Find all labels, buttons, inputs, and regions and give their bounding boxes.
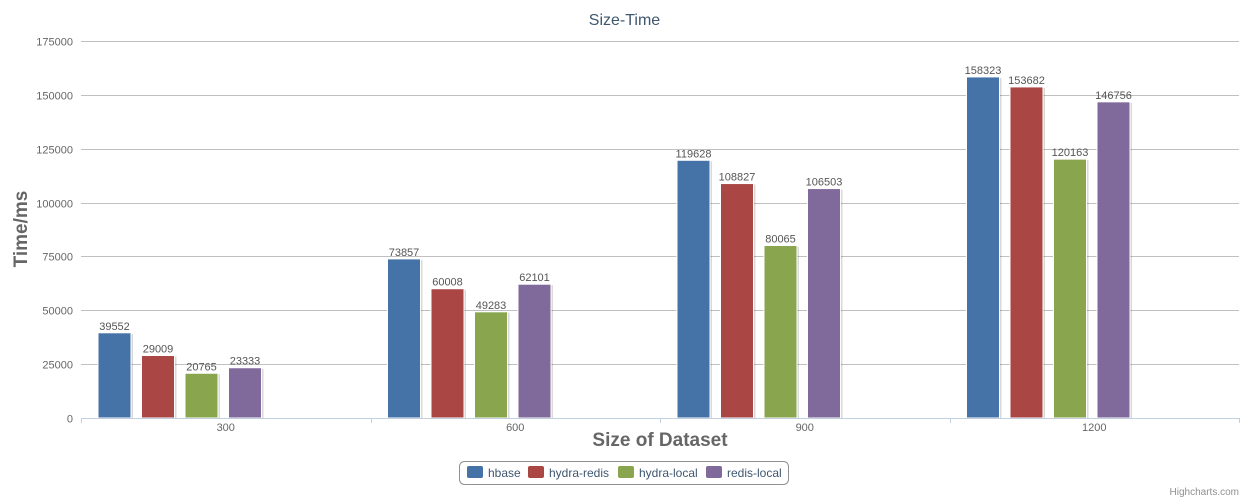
x-tick-label: 900 (796, 422, 814, 434)
bar-hbase-600 (387, 258, 421, 419)
y-tick-label: 100000 (36, 199, 73, 211)
bar-hydra-redis-300 (141, 355, 175, 419)
data-label: 39552 (99, 321, 130, 333)
y-tick-label: 125000 (36, 145, 73, 157)
legend-swatch (618, 466, 634, 478)
credits: Highcharts.com (1170, 487, 1239, 498)
bar-hbase-1200 (966, 76, 1000, 419)
y-tick-label: 25000 (42, 360, 73, 372)
legend-swatch (528, 466, 544, 478)
bar-redis-local-900 (807, 188, 841, 419)
legend-label: redis-local (727, 466, 782, 480)
legend-label: hydra-redis (549, 466, 609, 480)
bar-hydra-local-900 (763, 245, 798, 419)
legend: hbase hydra-redis hydra-local redis-local (459, 461, 789, 485)
data-label: 20765 (186, 361, 217, 373)
data-labels: 39552 73857 119628 158323 29009 60008 108827 15… (99, 65, 1132, 373)
data-label: 106503 (806, 177, 843, 189)
x-axis: 300 600 900 1200 (81, 418, 1240, 434)
data-label: 29009 (143, 344, 174, 356)
y-axis-title: Time/ms (11, 191, 32, 268)
legend-label: hydra-local (639, 466, 698, 480)
bars (97, 76, 1132, 419)
chart-title: Size-Time (589, 12, 661, 29)
legend-item-hydra-redis[interactable]: hydra-redis (528, 466, 609, 480)
bar-hydra-redis-600 (430, 288, 465, 419)
data-label: 23333 (230, 356, 261, 368)
data-label: 158323 (965, 65, 1002, 77)
y-tick-label: 75000 (42, 252, 73, 264)
bar-hydra-local-600 (474, 311, 508, 419)
y-axis-ticks: 0 25000 50000 75000 100000 125000 150000 175000 (36, 37, 73, 426)
bar-hydra-redis-1200 (1009, 86, 1044, 419)
data-label: 49283 (476, 300, 507, 312)
legend-swatch (467, 466, 483, 478)
data-label: 60008 (432, 277, 463, 289)
x-tick-label: 600 (506, 422, 524, 434)
bar-hydra-redis-900 (720, 183, 754, 419)
data-label: 120163 (1052, 147, 1089, 159)
bar-hydra-local-300 (184, 372, 219, 419)
data-label: 146756 (1095, 90, 1132, 102)
y-tick-label: 175000 (36, 37, 73, 49)
legend-item-hbase[interactable]: hbase (467, 466, 521, 480)
data-label: 119628 (676, 148, 712, 160)
x-tick-label: 300 (217, 422, 235, 434)
data-label: 153682 (1008, 75, 1045, 87)
legend-item-hydra-local[interactable]: hydra-local (618, 466, 698, 480)
legend-item-redis-local[interactable]: redis-local (706, 466, 782, 480)
y-tick-label: 50000 (42, 306, 73, 318)
legend-swatch (706, 466, 722, 478)
grid-lines (81, 41, 1239, 365)
bar-redis-local-300 (228, 367, 262, 419)
x-tick-label: 1200 (1082, 422, 1106, 434)
bar-hydra-local-1200 (1053, 158, 1087, 419)
bar-redis-local-600 (517, 283, 552, 419)
bar-redis-local-1200 (1096, 101, 1131, 419)
data-label: 80065 (765, 234, 796, 246)
data-label: 73857 (389, 247, 420, 259)
y-tick-label: 150000 (36, 91, 73, 103)
data-label: 62101 (519, 272, 550, 284)
x-axis-title: Size of Dataset (592, 430, 728, 451)
bar-hbase-300 (97, 332, 132, 419)
y-tick-label: 0 (67, 414, 73, 426)
data-label: 108827 (719, 172, 756, 184)
bar-hbase-900 (676, 159, 711, 419)
legend-label: hbase (488, 466, 521, 480)
